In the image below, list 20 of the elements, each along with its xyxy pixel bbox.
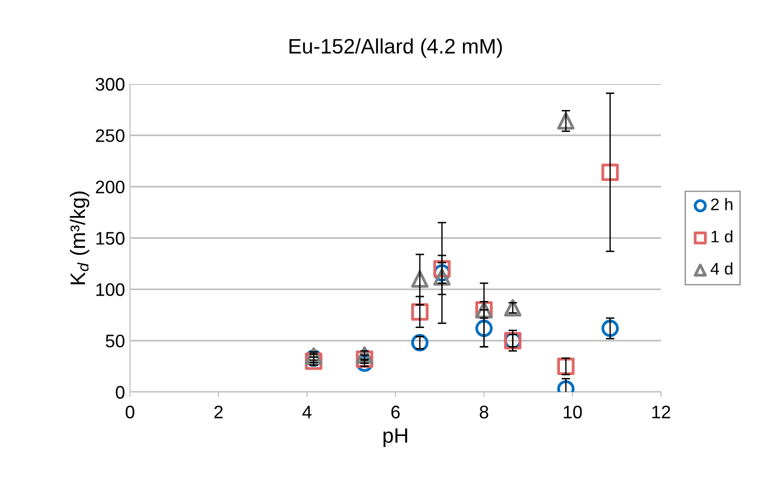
x-tick-label: 0 (126, 406, 134, 418)
y-tick-label: 50 (106, 334, 124, 348)
x-tick-label: 6 (391, 406, 400, 418)
chart-title: Eu-152/Allard (4.2 mM) (290, 38, 502, 58)
y-tick-label: 0 (116, 386, 124, 399)
x-tick-label: 2 (214, 406, 223, 418)
y-tick-label: 150 (96, 232, 124, 245)
y-tick-label: 200 (96, 180, 124, 194)
x-tick-label: 8 (480, 406, 488, 418)
legend-label: 2 h (711, 198, 732, 210)
x-tick-label: 4 (302, 406, 312, 418)
y-tick-label: 250 (96, 129, 124, 142)
x-tick-label: 12 (652, 406, 670, 418)
x-tick-label: 10 (564, 406, 582, 418)
y-tick-label: 100 (96, 283, 124, 296)
legend-label: 4 d (710, 262, 732, 275)
y-axis-title: K$_{d}$ (m³/kg) (70, 192, 90, 284)
y-tick-label: 300 (96, 78, 124, 91)
legend-label: 1 d (712, 230, 732, 242)
x-axis-title: pH (384, 428, 408, 447)
